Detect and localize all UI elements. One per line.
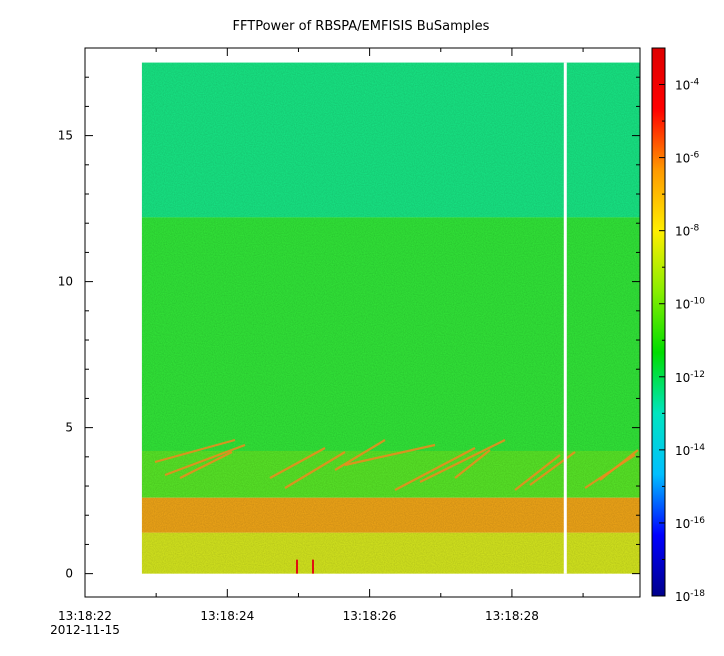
colorbar: 10-4 10-6 10-8 10-10 10-12 10-14 10-16 10-18 (651, 47, 705, 604)
x-tick-label: 13:18:24 (200, 609, 254, 623)
emission-streak (164, 443, 246, 477)
emission-streak (334, 439, 386, 471)
y-axis: 0 5 10 15 (58, 76, 640, 581)
emission-streak (514, 454, 561, 491)
y-tick-label: 5 (65, 421, 73, 435)
x-tick-label: 13:18:26 (343, 609, 397, 623)
emission-streak (419, 439, 506, 483)
emission-streak (454, 449, 491, 479)
emission-streaks (154, 438, 639, 574)
colorbar-tick-label: 10-14 (675, 443, 705, 458)
emission-streak (344, 443, 436, 467)
x-tick-label: 13:18:28 (485, 609, 539, 623)
emission-streak (179, 451, 233, 479)
colorbar-tick-label: 10-12 (675, 370, 705, 385)
colorbar-scale (651, 47, 666, 597)
spectrogram-band (141, 497, 640, 533)
y-tick-label: 10 (58, 275, 73, 289)
plot-frame (84, 47, 641, 598)
colorbar-tick-label: 10-18 (675, 589, 705, 604)
plot-area (84, 47, 641, 598)
x-tick-label: 13:18:22 (58, 609, 112, 623)
spectrogram-band (141, 450, 640, 498)
emission-streak (284, 451, 346, 489)
spectrogram-band (141, 217, 640, 451)
y-tick-label: 15 (58, 129, 73, 143)
emission-streak (269, 447, 326, 479)
emission-streak (394, 447, 476, 491)
data-gap (563, 62, 567, 574)
spectrogram-band (141, 62, 640, 218)
colorbar-tick-label: 10-4 (675, 78, 700, 93)
colorbar-tick-label: 10-8 (675, 224, 700, 239)
spectrogram-band (141, 532, 640, 574)
colorbar-tick-label: 10-16 (675, 516, 705, 531)
chart-title: FFTPower of RBSPA/EMFISIS BuSamples (233, 19, 490, 34)
x-date-label: 2012-11-15 (50, 623, 120, 637)
emission-streak (154, 438, 236, 464)
emission-streak (599, 449, 639, 481)
emission-streak (529, 451, 576, 486)
colorbar-tick-label: 10-10 (675, 297, 705, 312)
colorbar-tick-label: 10-6 (675, 151, 700, 166)
y-tick-label: 0 (65, 567, 73, 581)
